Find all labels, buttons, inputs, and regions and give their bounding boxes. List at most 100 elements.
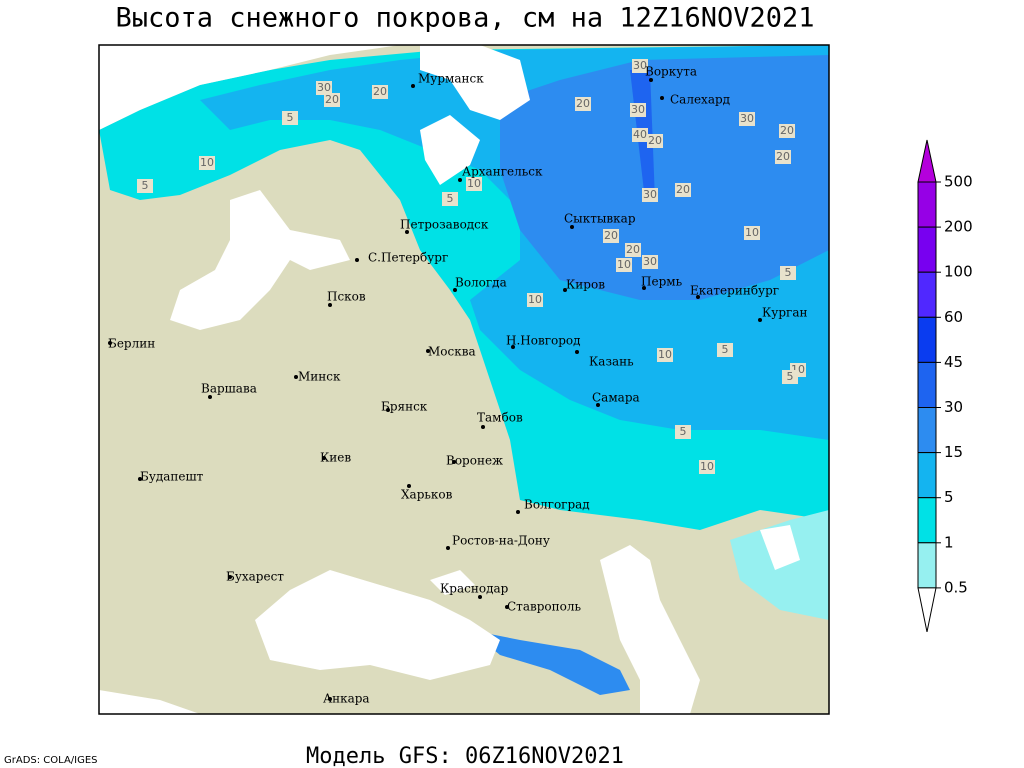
city-label: Харьков xyxy=(401,488,453,502)
city-label: Сыктывкар xyxy=(564,212,636,226)
city-dot xyxy=(411,84,415,88)
contour-label-box xyxy=(642,255,658,269)
city-label: Архангельск xyxy=(462,165,543,179)
city-dot xyxy=(570,225,574,229)
city-label: Минск xyxy=(298,370,341,384)
city-dot xyxy=(511,345,515,349)
contour-label-box xyxy=(282,111,298,125)
contour-label: 10 xyxy=(617,258,631,271)
map-title: Высота снежного покрова, см на 12Z16NOV2… xyxy=(116,3,815,34)
snow-caucasus xyxy=(470,630,630,695)
legend-label: 200 xyxy=(944,218,973,236)
sea xyxy=(430,570,475,595)
city-dot xyxy=(426,349,430,353)
city-dot xyxy=(208,395,212,399)
city-dot xyxy=(405,230,409,234)
contour-label: 5 xyxy=(680,425,687,438)
sea xyxy=(420,45,530,120)
contour-label: 10 xyxy=(700,460,714,473)
legend-label: 5 xyxy=(944,488,954,506)
city-label: Петрозаводск xyxy=(400,218,489,232)
city-label: Варшава xyxy=(201,382,257,396)
city-label: Вологда xyxy=(455,276,507,290)
city-dot xyxy=(228,575,232,579)
contour-label: 5 xyxy=(722,343,729,356)
contour-label: 40 xyxy=(633,128,647,141)
city-dot xyxy=(446,546,450,550)
city-label: Киев xyxy=(320,451,351,465)
city-label: Н.Новгород xyxy=(506,334,581,348)
city-dot xyxy=(505,605,509,609)
city-dot xyxy=(108,341,112,345)
contour-label-box xyxy=(316,81,332,95)
contour-label: 20 xyxy=(373,85,387,98)
legend-triangle xyxy=(917,587,937,633)
city-dot xyxy=(696,295,700,299)
contour-label-box xyxy=(739,112,755,126)
contour-label: 30 xyxy=(317,81,331,94)
city-dot xyxy=(453,288,457,292)
contour-label: 20 xyxy=(325,93,339,106)
city-label: Москва xyxy=(428,345,476,359)
city-dot xyxy=(478,595,482,599)
legend-label: 0.5 xyxy=(944,578,968,596)
city-label: Краснодар xyxy=(440,582,509,596)
contour-label-box xyxy=(744,226,760,240)
city-dot xyxy=(660,96,664,100)
contour-label: 20 xyxy=(626,243,640,256)
legend-box xyxy=(917,452,937,499)
city-dot xyxy=(355,258,359,262)
legend-box xyxy=(917,316,937,363)
city-label: С.Петербург xyxy=(368,251,448,265)
credit: GrADS: COLA/IGES xyxy=(4,755,98,766)
city-label: Пермь xyxy=(641,275,683,289)
city-dot xyxy=(516,510,520,514)
legend-label: 500 xyxy=(944,173,973,191)
city-dot xyxy=(407,484,411,488)
contour-label-box xyxy=(199,156,215,170)
contour-label-box xyxy=(647,134,663,148)
city-label: Бухарест xyxy=(226,570,284,584)
contour-label-box xyxy=(442,192,458,206)
contour-label: 5 xyxy=(447,192,454,205)
city-label: Казань xyxy=(589,355,634,369)
contour-label-box xyxy=(137,179,153,193)
contour-label-box xyxy=(779,124,795,138)
contour-label-box xyxy=(780,266,796,280)
contour-label-box xyxy=(632,128,648,142)
city-dot xyxy=(642,286,646,290)
contour-label-box xyxy=(625,243,641,257)
city-dot xyxy=(758,318,762,322)
legend-box xyxy=(917,181,937,228)
sea xyxy=(99,45,400,130)
contour-label-box xyxy=(782,370,798,384)
legend-box xyxy=(917,226,937,273)
model-caption: Модель GFS: 06Z16NOV2021 xyxy=(306,744,624,768)
city-label: Самара xyxy=(592,391,640,405)
contour-label: 30 xyxy=(631,103,645,116)
sea xyxy=(600,545,700,714)
city-label: Будапешт xyxy=(140,470,204,484)
legend-label: 45 xyxy=(944,353,963,371)
city-label: Брянск xyxy=(381,400,428,414)
contour-label: 30 xyxy=(643,188,657,201)
legend-box xyxy=(917,361,937,408)
city-dot xyxy=(328,303,332,307)
city-label: Мурманск xyxy=(418,72,484,86)
city-label: Курган xyxy=(762,306,807,320)
sea xyxy=(99,690,200,714)
contour-label: 10 xyxy=(745,226,759,239)
city-label: Ростов-на-Дону xyxy=(452,534,550,548)
city-dot xyxy=(649,78,653,82)
contour-label-box xyxy=(717,343,733,357)
contour-label: 30 xyxy=(643,255,657,268)
contour-label: 5 xyxy=(287,111,294,124)
sea xyxy=(760,525,800,570)
contour-label-box xyxy=(372,85,388,99)
map-frame xyxy=(98,44,830,715)
contour-label-box xyxy=(527,293,543,307)
legend: 500 200 100 60 45 30 15 5 1 0.5 xyxy=(917,139,973,633)
city-label: Воркута xyxy=(645,65,697,79)
legend-box xyxy=(917,407,937,454)
